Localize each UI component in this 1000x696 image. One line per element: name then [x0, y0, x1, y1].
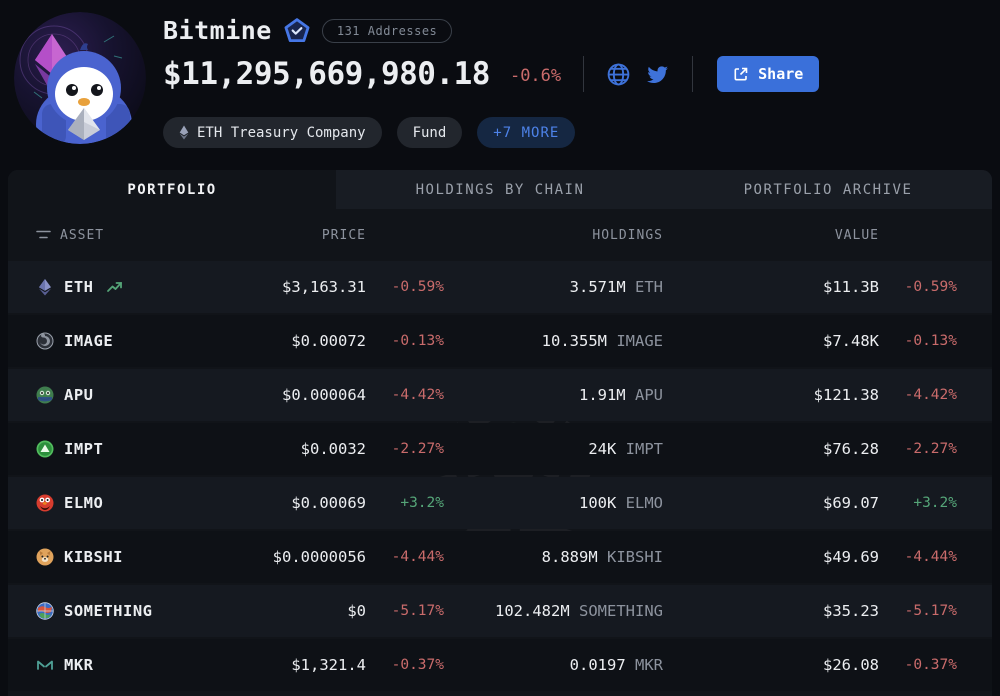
asset-holdings: 102.482M SOMETHING	[495, 602, 663, 620]
asset-holdings: 10.355M IMAGE	[541, 332, 663, 350]
tab-portfolio-archive[interactable]: PORTFOLIO ARCHIVE	[664, 170, 992, 209]
divider	[583, 56, 585, 92]
mkr-icon	[36, 656, 54, 674]
price-change: -0.59%	[391, 279, 444, 295]
asset-price: $0	[347, 602, 366, 620]
asset-holdings: 24K IMPT	[588, 440, 663, 458]
col-header-value[interactable]: VALUE	[834, 227, 879, 243]
asset-value: $7.48K	[823, 332, 879, 350]
asset-label: KIBSHI	[64, 548, 123, 566]
col-header-holdings[interactable]: HOLDINGS	[592, 227, 663, 243]
table-row[interactable]: ETH $3,163.31 -0.59% 3.571M ETH $11.3B -…	[8, 261, 992, 313]
tab-portfolio[interactable]: PORTFOLIO	[8, 170, 336, 209]
value-change: -2.27%	[904, 441, 957, 457]
asset-value: $121.38	[813, 386, 879, 404]
asset-price: $0.00069	[291, 494, 366, 512]
entity-tag-0[interactable]: ETH Treasury Company	[163, 117, 382, 148]
table-row[interactable]: ELMO $0.00069 +3.2% 100K ELMO $69.07 +3.…	[8, 477, 992, 529]
page-title: Bitmine	[163, 16, 272, 45]
value-change: -0.59%	[904, 279, 957, 295]
asset-label: SOMETHING	[64, 602, 153, 620]
elmo-icon	[36, 494, 54, 512]
share-button[interactable]: Share	[717, 56, 820, 92]
divider	[692, 56, 694, 92]
table-row[interactable]: IMAGE $0.00072 -0.13% 10.355M IMAGE $7.4…	[8, 315, 992, 367]
asset-price: $0.0000056	[272, 548, 366, 566]
asset-value: $26.08	[823, 656, 879, 674]
asset-value: $35.23	[823, 602, 879, 620]
apu-icon	[36, 386, 54, 404]
asset-value: $69.07	[823, 494, 879, 512]
asset-holdings: 8.889M KIBSHI	[541, 548, 663, 566]
asset-holdings: 100K ELMO	[579, 494, 663, 512]
asset-label: ELMO	[64, 494, 104, 512]
price-change: -2.27%	[391, 441, 444, 457]
table-row[interactable]: KIBSHI $0.0000056 -4.44% 8.889M KIBSHI $…	[8, 531, 992, 583]
tag-label: ETH Treasury Company	[197, 124, 366, 141]
asset-value: $11.3B	[823, 278, 879, 296]
asset-price: $1,321.4	[291, 656, 366, 674]
price-change: -5.17%	[391, 603, 444, 619]
kibshi-icon	[36, 548, 54, 566]
asset-label: IMAGE	[64, 332, 114, 350]
something-icon	[36, 602, 54, 620]
table-row[interactable]: APU $0.000064 -4.42% 1.91M APU $121.38 -…	[8, 369, 992, 421]
asset-value: $76.28	[823, 440, 879, 458]
trend-up-icon	[106, 280, 124, 294]
value-change: -4.42%	[904, 387, 957, 403]
eth-mini-icon	[179, 125, 189, 140]
share-label: Share	[758, 65, 804, 83]
image-icon	[36, 332, 54, 350]
asset-table: ETH $3,163.31 -0.59% 3.571M ETH $11.3B -…	[8, 261, 992, 691]
asset-label: ETH	[64, 278, 94, 296]
total-portfolio-value: $11,295,669,980.18	[163, 56, 490, 92]
tag-label: Fund	[412, 124, 447, 141]
asset-price: $0.0032	[300, 440, 366, 458]
impt-icon	[36, 440, 54, 458]
tab-holdings-by-chain[interactable]: HOLDINGS BY CHAIN	[336, 170, 664, 209]
price-change: -4.44%	[391, 549, 444, 565]
asset-label: IMPT	[64, 440, 104, 458]
external-link-icon	[734, 67, 748, 81]
entity-tags: ETH Treasury Company Fund +7 MORE	[163, 117, 576, 148]
filter-icon[interactable]	[36, 229, 51, 241]
col-header-asset[interactable]: ASSET	[60, 227, 105, 243]
value-change: -5.17%	[904, 603, 957, 619]
asset-price: $0.000064	[282, 386, 366, 404]
addresses-count-pill[interactable]: 131 Addresses	[321, 18, 453, 43]
globe-icon[interactable]	[606, 62, 631, 87]
asset-holdings: 3.571M ETH	[569, 278, 663, 296]
verified-badge-icon	[284, 17, 310, 44]
price-change: -0.13%	[391, 333, 444, 349]
table-row[interactable]: SOMETHING $0 -5.17% 102.482M SOMETHING $…	[8, 585, 992, 637]
table-header: ASSET PRICE HOLDINGS VALUE	[8, 209, 992, 261]
value-change: +3.2%	[913, 495, 957, 511]
portfolio-panel: PORTFOLIO HOLDINGS BY CHAIN PORTFOLIO ARCH…	[8, 170, 992, 696]
asset-holdings: 0.0197 MKR	[569, 656, 663, 674]
entity-header: Bitmine 131 Addresses $11,295,669,980.18…	[0, 0, 1000, 170]
eth-icon	[36, 278, 54, 296]
asset-price: $0.00072	[291, 332, 366, 350]
col-header-price[interactable]: PRICE	[321, 227, 366, 243]
price-change: -4.42%	[391, 387, 444, 403]
table-row[interactable]: MKR $1,321.4 -0.37% 0.0197 MKR $26.08 -0…	[8, 639, 992, 691]
table-row[interactable]: IMPT $0.0032 -2.27% 24K IMPT $76.28 -2.2…	[8, 423, 992, 475]
value-change: -4.44%	[904, 549, 957, 565]
asset-label: MKR	[64, 656, 94, 674]
price-change: -0.37%	[391, 657, 444, 673]
twitter-icon[interactable]	[645, 62, 670, 87]
asset-label: APU	[64, 386, 94, 404]
entity-tag-1[interactable]: Fund	[396, 117, 463, 148]
entity-tag-2[interactable]: +7 MORE	[477, 117, 576, 148]
tag-label: +7 MORE	[493, 124, 560, 141]
entity-avatar	[14, 12, 146, 144]
value-change: -0.13%	[904, 333, 957, 349]
price-change: +3.2%	[400, 495, 444, 511]
value-change: -0.37%	[904, 657, 957, 673]
total-change-percent: -0.6%	[509, 66, 562, 86]
asset-holdings: 1.91M APU	[578, 386, 663, 404]
tab-bar: PORTFOLIO HOLDINGS BY CHAIN PORTFOLIO ARCH…	[8, 170, 992, 209]
asset-price: $3,163.31	[282, 278, 366, 296]
asset-value: $49.69	[823, 548, 879, 566]
